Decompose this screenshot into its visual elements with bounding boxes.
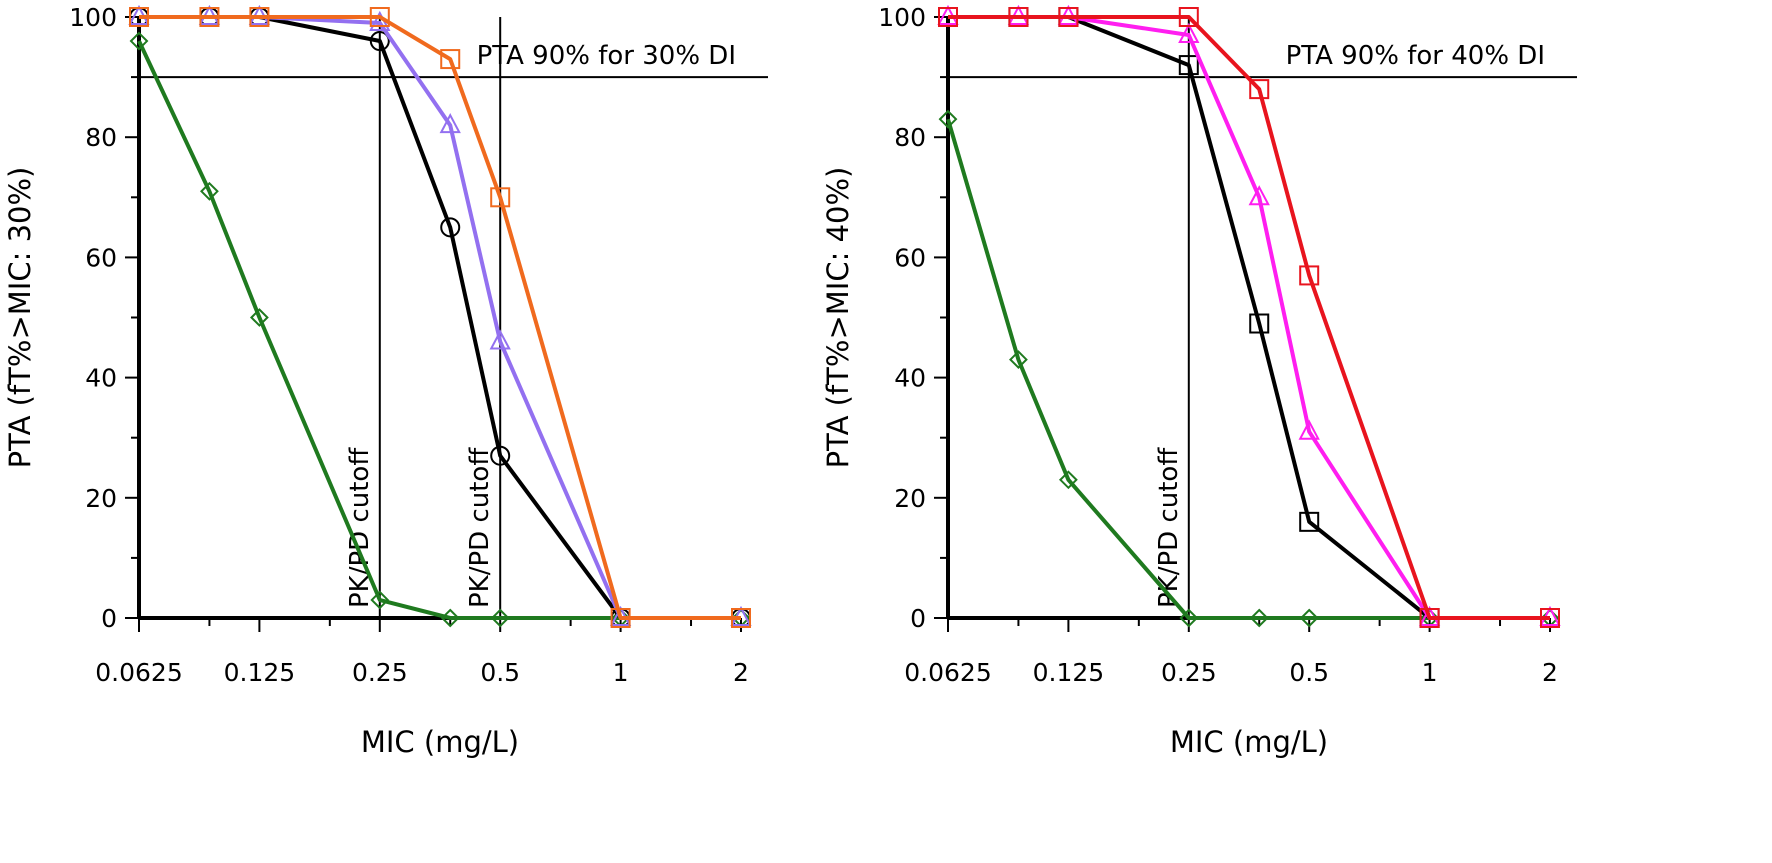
data-point-purple (439, 113, 461, 134)
y-tick-label: 20 (85, 484, 117, 513)
data-point-orange (129, 7, 149, 27)
data-point-orange (249, 7, 270, 27)
series-black (129, 7, 751, 628)
data-point-orange (199, 7, 220, 27)
x-tick-label: 0.5 (480, 658, 520, 687)
y-tick-label: 80 (85, 123, 117, 152)
data-point-black (440, 217, 461, 238)
data-point-green (1299, 608, 1319, 628)
series-red (938, 7, 1560, 628)
x-tick-label: 2 (733, 658, 749, 687)
y-axis-title: PTA (fT%>MIC: 30%) (3, 167, 37, 469)
series-green (938, 109, 1560, 628)
data-point-green (129, 31, 149, 51)
y-tick-label: 40 (85, 364, 117, 393)
series-line-black (948, 15, 1550, 620)
x-tick-label: 0.25 (1161, 658, 1217, 687)
series-purple (128, 4, 752, 626)
data-point-green (1179, 608, 1199, 628)
target-line-label: PTA 90% for 30% DI (477, 41, 736, 71)
data-point-orange (610, 608, 631, 628)
y-axis-title: PTA (fT%>MIC: 40%) (821, 167, 855, 469)
y-tick-label: 80 (894, 123, 926, 152)
data-point-red (1008, 7, 1029, 27)
y-tick-label: 0 (101, 604, 117, 633)
series-line-green (946, 118, 1550, 620)
y-tick-label: 100 (69, 3, 117, 32)
data-point-green (1058, 470, 1078, 490)
data-point-green (1249, 608, 1269, 628)
series-line-red (948, 15, 1550, 620)
data-point-black (1299, 511, 1320, 532)
data-point-orange (369, 7, 390, 27)
data-point-green (200, 181, 219, 201)
series-magenta (937, 4, 1561, 626)
data-point-magenta (1298, 419, 1320, 440)
series-green (129, 31, 751, 628)
data-point-green (1009, 350, 1028, 369)
data-point-red (1540, 608, 1560, 628)
data-point-green (440, 608, 460, 628)
x-tick-label: 2 (1542, 658, 1558, 687)
x-axis-title: MIC (mg/L) (1170, 725, 1328, 759)
data-point-red (1299, 265, 1320, 286)
x-tick-label: 0.0625 (904, 658, 991, 687)
y-tick-label: 60 (85, 243, 117, 272)
data-point-red (1249, 79, 1270, 100)
data-point-magenta (1178, 22, 1200, 44)
x-tick-label: 0.125 (224, 658, 296, 687)
data-point-green (249, 308, 269, 327)
x-axis-title: MIC (mg/L) (361, 725, 519, 759)
data-point-green (490, 608, 510, 628)
series-black (938, 7, 1560, 628)
data-point-black (490, 445, 511, 466)
x-tick-label: 0.5 (1289, 658, 1329, 687)
data-point-green (938, 109, 958, 129)
y-tick-label: 100 (878, 3, 926, 32)
target-line-label: PTA 90% for 40% DI (1286, 41, 1545, 71)
data-point-orange (490, 187, 511, 208)
data-point-orange (731, 608, 751, 628)
y-tick-label: 0 (910, 604, 926, 633)
x-tick-label: 0.125 (1033, 658, 1105, 687)
data-point-black (1178, 55, 1199, 76)
series-orange (129, 7, 751, 628)
data-point-magenta (1248, 185, 1270, 206)
x-tick-label: 1 (613, 658, 629, 687)
data-point-orange (440, 49, 461, 70)
data-point-red (1419, 608, 1440, 628)
data-point-black (1249, 313, 1270, 334)
series-line-magenta (948, 15, 1550, 620)
x-tick-label: 0.0625 (95, 658, 182, 687)
y-tick-label: 60 (894, 243, 926, 272)
data-point-green (370, 590, 390, 610)
data-point-red (938, 7, 958, 27)
data-point-red (1178, 7, 1199, 27)
data-point-red (1058, 7, 1079, 27)
y-tick-label: 40 (894, 364, 926, 393)
y-tick-label: 20 (894, 484, 926, 513)
data-point-purple (489, 329, 511, 350)
series-line-purple (139, 15, 741, 620)
x-tick-label: 1 (1422, 658, 1438, 687)
series-line-green (137, 40, 741, 620)
data-point-black (369, 31, 390, 52)
cutoff-label: PK/PD cutoff (465, 447, 495, 608)
x-tick-label: 0.25 (352, 658, 408, 687)
